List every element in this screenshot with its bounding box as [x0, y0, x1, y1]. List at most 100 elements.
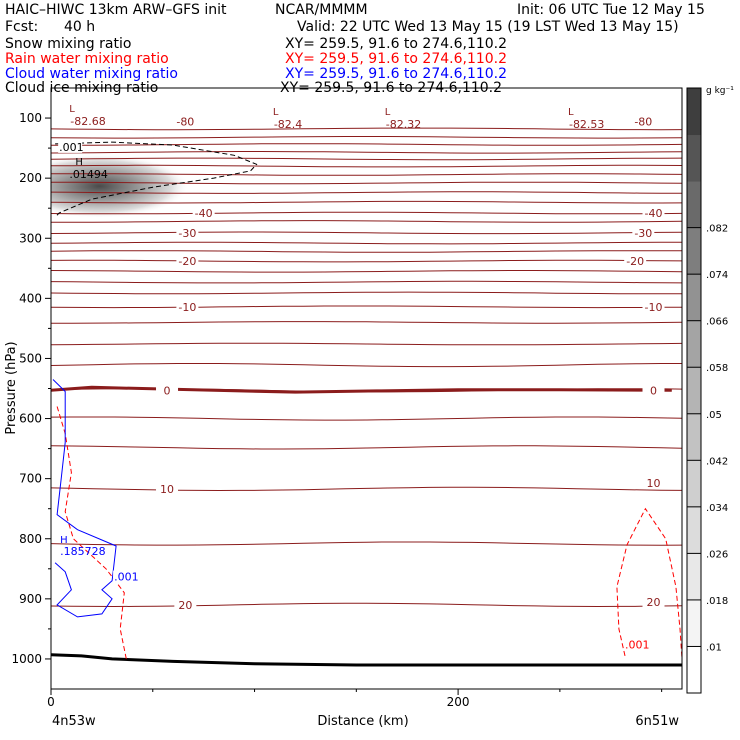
temperature-isotherm [51, 231, 682, 235]
temperature-isotherm [51, 259, 682, 263]
field-name-snow: Snow mixing ratio [5, 36, 132, 52]
y-tick-label: 900 [19, 592, 42, 606]
colorbar-swatch [687, 181, 701, 229]
isotherm-label-bg [174, 114, 197, 128]
isotherm-label-bg [192, 206, 215, 220]
isotherm-label: -80 [176, 116, 194, 129]
colorbar-swatch [687, 599, 701, 647]
colorbar-swatch [687, 460, 701, 508]
cloud-water-max-value: .185728 [60, 545, 105, 558]
field-xsec-cloud-water: XY= 259.5, 91.6 to 274.6,110.2 [285, 66, 508, 82]
forecast-hours: 40 h [64, 19, 96, 35]
isotherm-label: -40 [645, 207, 663, 220]
temperature-isotherm [51, 164, 682, 168]
temperature-isotherm [51, 220, 682, 223]
snow-max-value: .01494 [69, 168, 108, 181]
temperature-isotherm [51, 143, 682, 146]
colorbar: .01 .018 .026 .034 .042 .05 .058 .066 .074 .082 [686, 87, 728, 694]
isotherm-label: 10 [647, 477, 661, 490]
isotherm-label-bg [642, 206, 665, 220]
temperature-isotherm [51, 486, 682, 492]
temperature-isotherm [51, 191, 682, 194]
colorbar-tick-label: .066 [706, 317, 728, 328]
temperature-isotherm [51, 321, 682, 324]
isotherm-label-bg [174, 597, 197, 611]
isotherm-label: -20 [178, 255, 196, 268]
isotherm-label-bg [642, 594, 665, 608]
temperature-isotherm [51, 157, 682, 161]
colorbar-swatch [687, 553, 701, 601]
model-title: HAIC–HIWC 13km ARW–GFS init [5, 2, 227, 18]
rain-contour [616, 507, 682, 659]
colorbar-tick-label: .082 [706, 224, 728, 235]
field-name-cloud-water: Cloud water mixing ratio [5, 66, 178, 82]
forecast-label: Fcst: [5, 19, 39, 35]
isotherm-label-bg [176, 225, 199, 239]
y-tick-label: 200 [19, 171, 42, 185]
temperature-isotherm [51, 602, 682, 608]
temperature-isotherm [51, 136, 682, 139]
cloud-water-contour [52, 379, 117, 618]
x-tick-label: 0 [47, 695, 55, 709]
y-axis-label: Pressure (hPa) [4, 341, 19, 434]
isotherm-label-bg [156, 481, 179, 495]
isotherm-label: 10 [160, 483, 174, 496]
isotherm-label: -40 [195, 207, 213, 220]
isotherm-label: 20 [647, 596, 661, 609]
temperature-isotherm [51, 342, 682, 346]
y-tick-label: 600 [19, 412, 42, 426]
y-tick-label: 100 [19, 111, 42, 125]
minimum-marker-label: L [385, 107, 391, 118]
temperature-isotherm [51, 127, 682, 131]
temperature-isotherm [51, 200, 682, 204]
isotherm-label: -80 [634, 116, 652, 129]
colorbar-unit: g kg⁻¹ [706, 86, 734, 96]
field-label-bg [58, 140, 83, 153]
colorbar-tick-label: .05 [706, 410, 722, 421]
isotherm-label: -20 [626, 255, 644, 268]
minimum-value-label: -82.68 [70, 115, 105, 128]
y-tick-label: 400 [19, 291, 42, 305]
valid-time: Valid: 22 UTC Wed 13 May 15 (19 LST Wed … [297, 19, 679, 35]
isotherm-label-bg [632, 225, 655, 239]
isotherm-label: 0 [164, 384, 171, 397]
isotherm-label-bg [642, 383, 665, 397]
isotherm-label: -10 [645, 301, 663, 314]
temperature-isotherm [51, 181, 682, 185]
colorbar-swatch [687, 88, 701, 136]
minimum-value-label: -82.53 [569, 118, 604, 131]
field-xsec-rain: XY= 259.5, 91.6 to 274.6,110.2 [285, 51, 508, 67]
colorbar-tick-label: .018 [706, 596, 728, 607]
colorbar-tick-label: .074 [706, 270, 728, 281]
field-contour-label: .001 [59, 141, 84, 154]
colorbar-swatch [687, 274, 701, 322]
temperature-isotherm [51, 445, 682, 450]
y-tick-label: 700 [19, 472, 42, 486]
temperature-isotherm [51, 363, 682, 368]
temperature-isotherm [51, 211, 682, 215]
colorbar-swatch [687, 506, 701, 554]
colorbar-frame [686, 87, 702, 694]
temperature-isotherm [51, 541, 682, 546]
temperature-isotherm [51, 305, 682, 309]
colorbar-swatch [687, 227, 701, 275]
isotherm-label-bg [632, 114, 655, 128]
minimum-value-label: -82.32 [386, 118, 421, 131]
isotherm-label: 0 [650, 384, 657, 397]
minimum-marker-label: L [69, 104, 75, 115]
snow-shading [51, 154, 190, 219]
cloud-water-max-marker: H [60, 535, 68, 546]
isotherm-label-bg [642, 299, 665, 313]
temperature-isotherm [51, 250, 682, 253]
freezing-level-line [51, 385, 672, 394]
field-contour-label: .001 [625, 639, 650, 652]
init-time: Init: 06 UTC Tue 12 May 15 [517, 2, 705, 18]
y-tick-label: 300 [19, 231, 42, 245]
isotherm-label-bg [176, 299, 199, 313]
temperature-isotherm [51, 241, 682, 245]
field-label-bg [624, 638, 649, 651]
temperature-isotherm [51, 291, 682, 295]
minimum-marker-label: L [568, 107, 574, 118]
x-left-endpoint: 4n53w [52, 714, 96, 729]
